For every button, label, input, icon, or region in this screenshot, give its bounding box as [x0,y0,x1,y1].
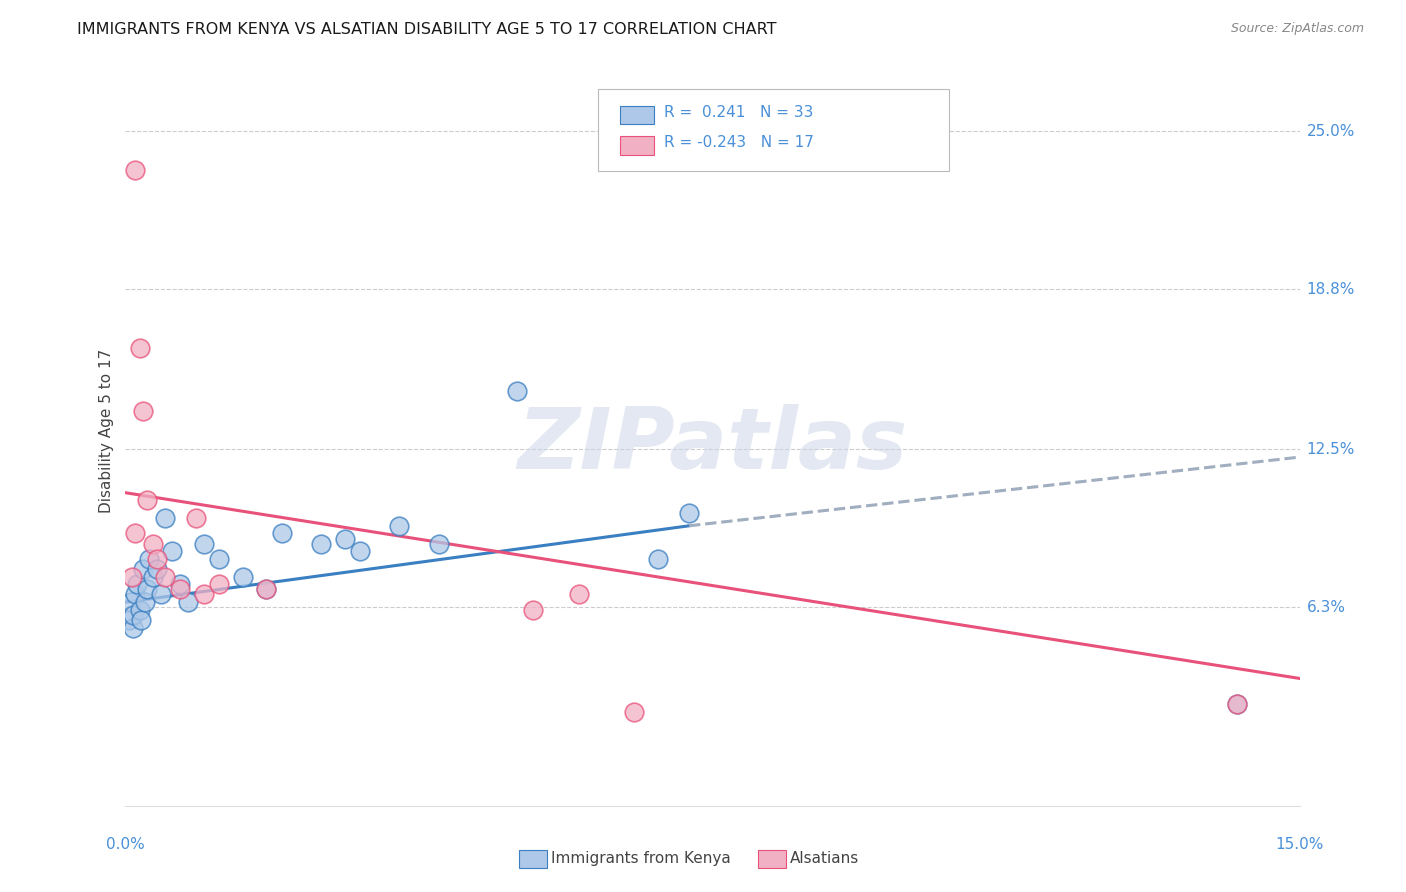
Point [1226,697,1249,711]
Text: 12.5%: 12.5% [1306,442,1355,457]
Point [678,506,700,520]
Point [388,518,411,533]
Point [124,162,146,177]
Point [333,532,356,546]
Point [121,621,143,635]
Point [149,587,172,601]
Point [427,536,450,550]
Point [568,587,591,601]
Y-axis label: Disability Age 5 to 17: Disability Age 5 to 17 [100,348,114,513]
Point [118,613,141,627]
Text: Immigrants from Kenya: Immigrants from Kenya [551,851,731,865]
Point [169,577,191,591]
Point [128,341,150,355]
Point [1226,697,1249,711]
Point [122,607,145,622]
Point [138,552,160,566]
Point [169,582,191,597]
Point [128,603,150,617]
Text: IMMIGRANTS FROM KENYA VS ALSATIAN DISABILITY AGE 5 TO 17 CORRELATION CHART: IMMIGRANTS FROM KENYA VS ALSATIAN DISABI… [77,22,778,37]
Text: 15.0%: 15.0% [1275,837,1324,852]
Point [136,582,159,597]
Point [146,562,169,576]
Point [124,526,146,541]
Point [131,404,153,418]
Point [208,552,231,566]
Point [647,552,669,566]
Point [127,577,149,591]
Point [134,595,156,609]
Point [121,569,143,583]
Text: 0.0%: 0.0% [105,837,145,852]
Point [232,569,254,583]
Point [131,562,153,576]
Point [349,544,371,558]
Point [522,603,544,617]
Text: 6.3%: 6.3% [1306,599,1346,615]
Point [177,595,200,609]
Point [623,705,645,719]
Point [136,493,159,508]
Point [129,613,152,627]
Text: R =  0.241   N = 33: R = 0.241 N = 33 [664,105,813,120]
Point [193,536,215,550]
Text: ZIPatlas: ZIPatlas [517,404,908,487]
Point [506,384,529,398]
Point [208,577,231,591]
Point [142,536,165,550]
Point [254,582,277,597]
Text: Source: ZipAtlas.com: Source: ZipAtlas.com [1230,22,1364,36]
Point [162,544,184,558]
Point [271,526,294,541]
Text: R = -0.243   N = 17: R = -0.243 N = 17 [664,136,814,151]
Point [153,569,176,583]
Text: Alsatians: Alsatians [790,851,859,865]
Point [193,587,215,601]
Point [120,595,142,609]
Point [153,511,176,525]
Text: 25.0%: 25.0% [1306,124,1355,139]
Point [254,582,277,597]
Point [184,511,207,525]
Point [142,569,165,583]
Point [124,587,146,601]
Text: 18.8%: 18.8% [1306,282,1355,297]
Point [146,552,169,566]
Point [309,536,332,550]
